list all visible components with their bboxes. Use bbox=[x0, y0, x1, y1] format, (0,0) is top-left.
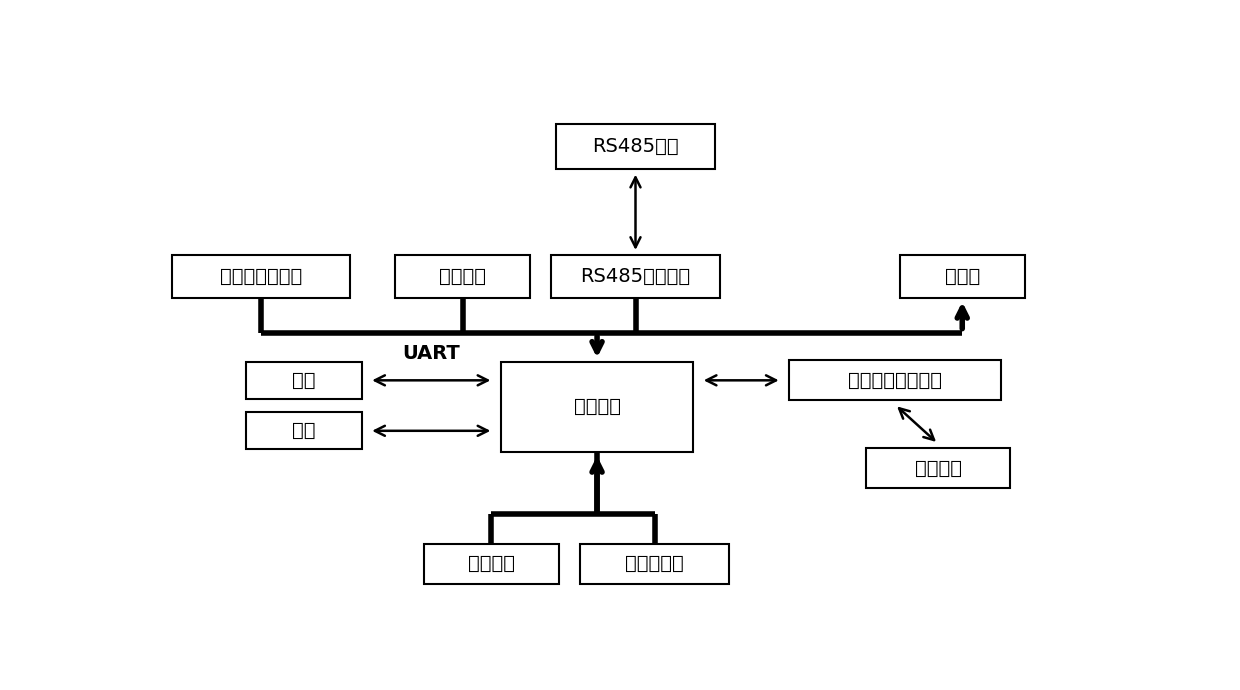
Text: 光耦开关: 光耦开关 bbox=[439, 267, 486, 286]
Bar bbox=[866, 448, 1011, 488]
Bar bbox=[552, 255, 719, 298]
Text: 温度传感器: 温度传感器 bbox=[625, 554, 684, 573]
Bar bbox=[789, 360, 1001, 400]
Text: 电机接口: 电机接口 bbox=[915, 458, 962, 477]
Bar bbox=[557, 124, 714, 169]
Text: 步进电机驱动芯片: 步进电机驱动芯片 bbox=[848, 371, 942, 390]
Bar bbox=[172, 255, 350, 298]
Text: RS485转换芯片: RS485转换芯片 bbox=[580, 267, 691, 286]
Text: 定位模块: 定位模块 bbox=[467, 554, 515, 573]
Text: 球机: 球机 bbox=[293, 422, 316, 440]
Text: 电机位置传感器: 电机位置传感器 bbox=[219, 267, 301, 286]
Bar bbox=[396, 255, 529, 298]
Text: 枪机: 枪机 bbox=[293, 371, 316, 390]
Text: UART: UART bbox=[403, 344, 460, 363]
Text: 主控制器: 主控制器 bbox=[574, 397, 620, 416]
Bar bbox=[247, 412, 362, 449]
Bar bbox=[580, 544, 729, 584]
Text: RS485接口: RS485接口 bbox=[593, 137, 678, 156]
Bar bbox=[900, 255, 1024, 298]
Text: 存储器: 存储器 bbox=[945, 267, 980, 286]
Bar bbox=[247, 362, 362, 399]
Bar bbox=[424, 544, 558, 584]
Bar bbox=[501, 362, 693, 452]
